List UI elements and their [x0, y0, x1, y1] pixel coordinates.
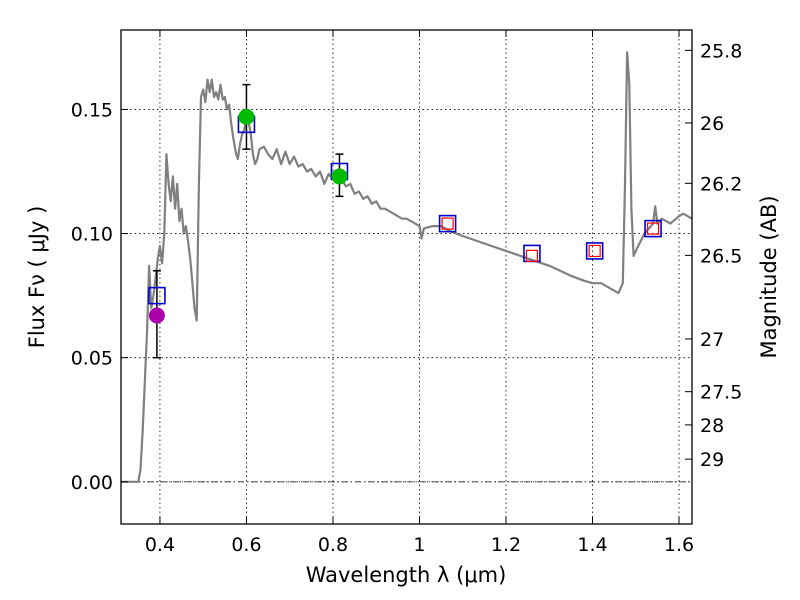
- blue-square-marker: [585, 242, 604, 260]
- red-square-marker: [441, 217, 454, 230]
- x-tick-label: 1: [413, 534, 425, 556]
- y2-tick-label: 25.8: [700, 40, 742, 62]
- x-tick-label: 0.4: [145, 534, 175, 556]
- y2-tick-label: 28: [700, 415, 724, 437]
- y2-axis-title: Magnitude (AB): [757, 195, 781, 358]
- blue-square-marker: [438, 214, 457, 233]
- y-tick-label: 0.10: [71, 224, 113, 246]
- x-tick-label: 1.2: [491, 534, 521, 556]
- x-tick-label: 1.4: [577, 534, 607, 556]
- x-axis-title: Wavelength λ (μm): [306, 563, 507, 587]
- x-tick-label: 0.6: [231, 534, 261, 556]
- green-point-marker: [331, 168, 348, 185]
- x-tick-label: 1.6: [664, 534, 694, 556]
- y-ticks: 0.00 0.05 0.10 0.15: [71, 99, 128, 494]
- model-sed-line: [121, 51, 693, 483]
- y2-tick-label: 26.5: [700, 245, 742, 267]
- y-tick-label: 0.00: [71, 472, 113, 494]
- blue-square-marker: [148, 286, 166, 305]
- y-axis-title: Flux Fν ( μJy ): [25, 206, 49, 349]
- plot-series: [121, 51, 693, 483]
- y-tick-label: 0.05: [71, 348, 113, 370]
- y-tick-label: 0.15: [71, 99, 113, 121]
- plot-frame: [120, 29, 693, 525]
- red-square-marker: [646, 222, 660, 235]
- y2-tick-label: 26: [700, 113, 724, 135]
- y2-ticks: 25.8 26 26.2 26.5 27 27.5 28 29: [685, 40, 742, 471]
- x-ticks: 0.4 0.6 0.8 1 1.2 1.4 1.6: [145, 30, 694, 556]
- y2-tick-label: 27: [700, 329, 724, 351]
- y2-tick-label: 27.5: [700, 382, 742, 404]
- magenta-point-marker: [148, 307, 165, 324]
- y2-tick-label: 26.2: [700, 173, 742, 195]
- blue-square-marker: [644, 219, 662, 238]
- y2-tick-label: 29: [700, 449, 724, 471]
- green-point-marker: [238, 108, 255, 125]
- red-square-marker: [588, 244, 601, 258]
- red-square-marker: [525, 249, 539, 262]
- x-tick-label: 0.8: [318, 534, 348, 556]
